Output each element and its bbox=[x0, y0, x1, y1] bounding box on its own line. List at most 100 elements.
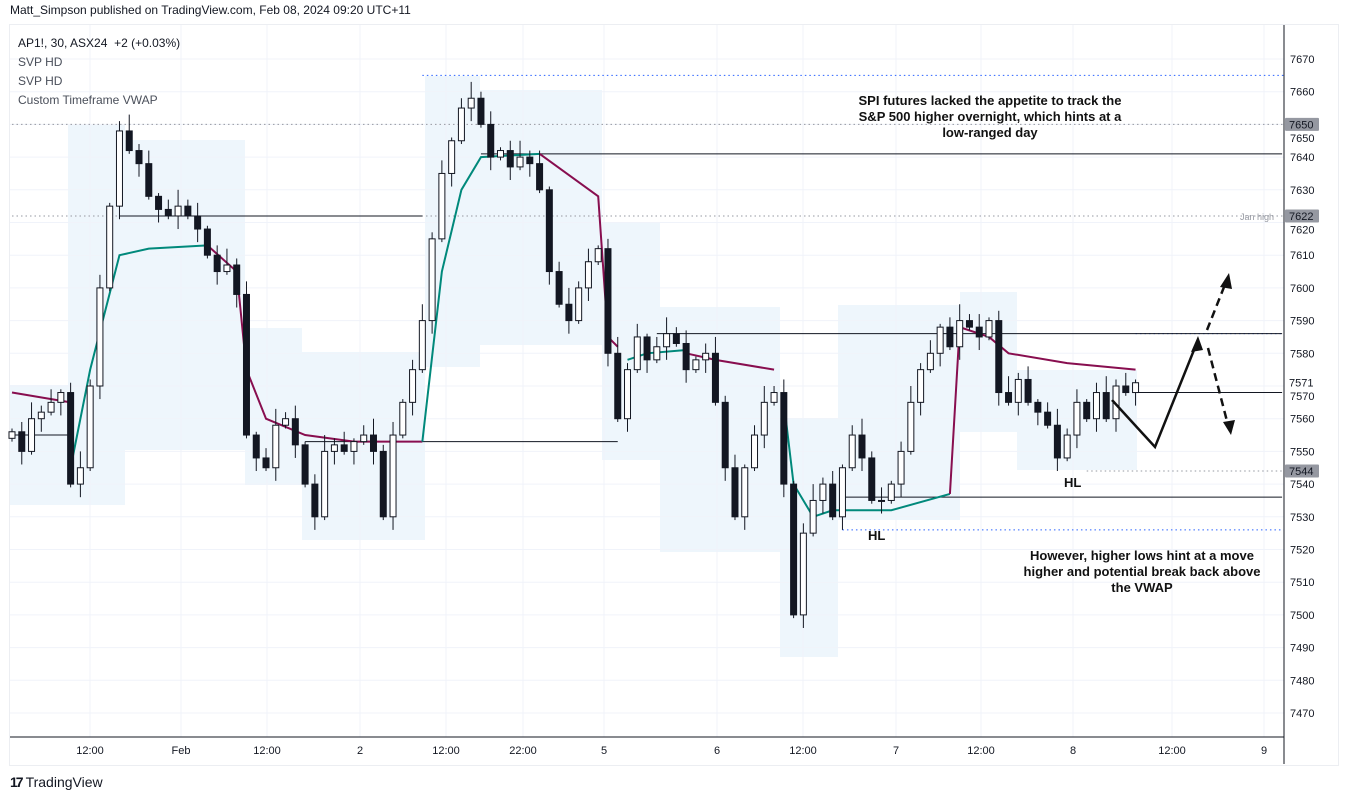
candle-body bbox=[1005, 392, 1013, 403]
vwap-line bbox=[538, 153, 619, 348]
candle-body bbox=[213, 254, 221, 273]
price-tick-label: 7630 bbox=[1290, 185, 1314, 197]
candle-body bbox=[262, 457, 270, 469]
legend-indicator[interactable]: SVP HD bbox=[18, 74, 63, 88]
candle-body bbox=[594, 248, 602, 263]
annotation-bottom: However, higher lows hint at a move high… bbox=[1023, 548, 1261, 595]
legend-indicator[interactable]: SVP HD bbox=[18, 55, 63, 69]
time-tick-label: 12:00 bbox=[432, 745, 460, 757]
candle-body bbox=[301, 444, 309, 485]
legend-symbol[interactable]: AP1!, 30, ASX24 +2 (+0.03%) bbox=[18, 36, 181, 50]
price-tag bbox=[1285, 117, 1319, 131]
candle-body bbox=[838, 467, 846, 518]
price-tick-label: 7480 bbox=[1290, 675, 1314, 687]
grid bbox=[10, 25, 1284, 737]
candle-body bbox=[369, 434, 377, 452]
time-tick-label: 12:00 bbox=[253, 745, 281, 757]
candle-body bbox=[86, 385, 94, 469]
candle-body bbox=[1014, 378, 1022, 403]
candle-body bbox=[614, 352, 622, 420]
candle-body bbox=[1073, 401, 1081, 436]
time-tick-label: 8 bbox=[1070, 745, 1076, 757]
candle-body bbox=[770, 392, 778, 403]
price-tag bbox=[1285, 464, 1319, 478]
zigzag-arrow bbox=[1111, 339, 1200, 450]
candle-body bbox=[711, 352, 719, 403]
candle-body bbox=[653, 346, 661, 361]
price-tick-label: 7660 bbox=[1290, 87, 1314, 99]
candle-body bbox=[995, 320, 1003, 394]
candle-body bbox=[907, 401, 915, 452]
candle-body bbox=[848, 434, 856, 469]
candle-body bbox=[926, 352, 934, 371]
tradingview-logo[interactable]: 17 TradingView bbox=[10, 774, 103, 790]
candle-body bbox=[946, 326, 954, 348]
candle-body bbox=[682, 342, 690, 371]
price-tag-label: 7622 bbox=[1289, 211, 1313, 223]
candle-body bbox=[145, 163, 153, 197]
candle-body bbox=[135, 150, 143, 165]
candle-body bbox=[467, 97, 475, 109]
time-tick-label: 12:00 bbox=[789, 745, 817, 757]
candle-body bbox=[624, 369, 632, 420]
candle-body bbox=[975, 326, 983, 338]
price-tick-label: 7570 bbox=[1290, 391, 1314, 403]
candle-body bbox=[731, 467, 739, 518]
candle-body bbox=[584, 261, 592, 289]
candle-body bbox=[780, 392, 788, 485]
price-tick-label: 7600 bbox=[1290, 283, 1314, 295]
candle-body bbox=[184, 205, 192, 217]
candle-body bbox=[506, 150, 514, 168]
time-tick-label: 12:00 bbox=[76, 745, 104, 757]
candle-body bbox=[487, 123, 495, 158]
price-tick-label: 7540 bbox=[1290, 479, 1314, 491]
candle-body bbox=[672, 333, 680, 344]
candle-body bbox=[1102, 392, 1110, 420]
candle-body bbox=[477, 97, 485, 125]
price-tick-label: 7510 bbox=[1290, 577, 1314, 589]
candle-body bbox=[1053, 424, 1061, 459]
price-tags: 7650 7622 7571 7544 bbox=[1285, 117, 1319, 478]
candle-body bbox=[428, 238, 436, 322]
candle-body bbox=[868, 457, 876, 501]
price-tick-label: 7550 bbox=[1290, 446, 1314, 458]
candle-body bbox=[233, 264, 241, 295]
candle-body bbox=[330, 444, 338, 452]
time-tick-label: 22:00 bbox=[509, 745, 537, 757]
candle-body bbox=[819, 483, 827, 501]
candle-body bbox=[37, 411, 45, 420]
candle-body bbox=[956, 320, 964, 348]
arrowhead-icon bbox=[1191, 336, 1203, 352]
candle-body bbox=[516, 156, 524, 168]
candle-body bbox=[663, 333, 671, 348]
price-tick-label: 7560 bbox=[1290, 414, 1314, 426]
price-tick-label: 7520 bbox=[1290, 545, 1314, 557]
price-tag bbox=[1285, 209, 1319, 223]
arrowhead-down-icon bbox=[1223, 420, 1235, 435]
candle-body bbox=[67, 392, 75, 485]
candle-body bbox=[751, 434, 759, 469]
candle-body bbox=[790, 483, 798, 616]
vwap-line bbox=[69, 244, 208, 468]
jan-high-label: Jan high bbox=[1240, 212, 1274, 222]
time-tick-label: 6 bbox=[714, 745, 720, 757]
candle-body bbox=[536, 163, 544, 191]
legend-change: +2 (+0.03%) bbox=[114, 36, 181, 50]
candle-body bbox=[799, 532, 807, 616]
candle-body bbox=[497, 150, 504, 158]
legend-indicator[interactable]: Custom Timeframe VWAP bbox=[18, 93, 158, 107]
candle-body bbox=[115, 130, 123, 207]
candle-body bbox=[887, 483, 895, 501]
candle-body bbox=[76, 467, 84, 485]
candle-body bbox=[1044, 411, 1052, 426]
session-profile-box bbox=[660, 307, 780, 552]
higher-low-label: HL bbox=[868, 528, 886, 543]
candle-body bbox=[878, 499, 886, 502]
candle-body bbox=[692, 359, 700, 371]
candle-body bbox=[379, 450, 387, 518]
candle-body bbox=[106, 205, 114, 289]
candle-body bbox=[897, 450, 905, 485]
price-axis: 7470 7480 7490 7500 7510 7520 7530 7540 7550 7560… bbox=[1290, 54, 1314, 720]
candle-body bbox=[28, 418, 36, 452]
